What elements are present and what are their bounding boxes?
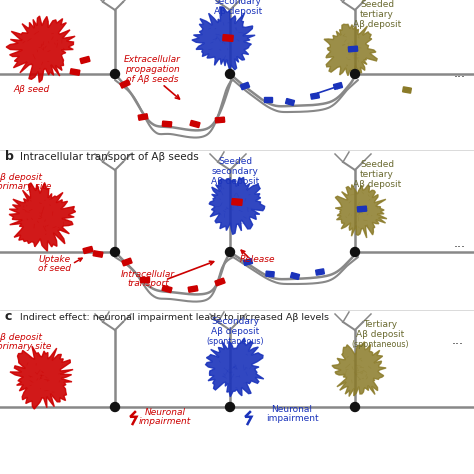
Polygon shape	[10, 346, 73, 409]
Text: Intracellular: Intracellular	[121, 270, 175, 279]
Polygon shape	[335, 184, 387, 238]
Text: Extracellular: Extracellular	[124, 55, 181, 64]
Polygon shape	[9, 182, 75, 251]
Circle shape	[110, 70, 119, 79]
Bar	[285, 99, 294, 105]
Circle shape	[110, 402, 119, 411]
Bar	[232, 199, 242, 205]
Bar	[244, 258, 253, 265]
Text: Aβ deposit: Aβ deposit	[0, 173, 42, 182]
Text: Secondary: Secondary	[211, 317, 259, 326]
Text: ...: ...	[454, 237, 466, 250]
Circle shape	[350, 247, 359, 256]
Bar	[215, 117, 225, 123]
Bar	[402, 87, 411, 93]
Bar	[83, 246, 93, 254]
Bar	[188, 286, 198, 292]
Polygon shape	[209, 177, 264, 234]
Bar	[190, 120, 200, 128]
Text: Uptake: Uptake	[39, 255, 71, 264]
Text: b: b	[5, 150, 14, 163]
Text: Aβ deposit: Aβ deposit	[353, 180, 401, 189]
Bar	[223, 35, 233, 41]
Polygon shape	[206, 338, 264, 397]
Text: Tertiary: Tertiary	[363, 320, 397, 329]
Text: impairment: impairment	[139, 417, 191, 426]
Circle shape	[226, 402, 235, 411]
Text: propagation: propagation	[125, 65, 179, 74]
Bar	[80, 56, 90, 64]
Text: Aβ deposit: Aβ deposit	[0, 333, 42, 342]
Text: ...: ...	[454, 67, 466, 80]
Text: tertiary: tertiary	[360, 10, 394, 19]
Text: Neuronal: Neuronal	[272, 405, 312, 414]
Circle shape	[226, 247, 235, 256]
Text: transport: transport	[127, 279, 169, 288]
Circle shape	[350, 70, 359, 79]
Bar	[122, 258, 132, 266]
Text: ...: ...	[452, 334, 464, 347]
Bar	[334, 82, 343, 90]
Text: c: c	[5, 310, 12, 323]
Text: Indirect effect: neuronal impairment leads to increased Aβ levels: Indirect effect: neuronal impairment lea…	[20, 313, 329, 322]
Circle shape	[110, 247, 119, 256]
Bar	[138, 114, 148, 120]
Bar	[162, 121, 172, 127]
Text: of Aβ seeds: of Aβ seeds	[126, 75, 178, 84]
Text: Intracellular transport of Aβ seeds: Intracellular transport of Aβ seeds	[20, 152, 199, 162]
Text: of seed: of seed	[38, 264, 72, 273]
Bar	[348, 46, 358, 52]
Text: secondary: secondary	[215, 0, 262, 6]
Bar	[93, 251, 103, 257]
Text: (spontaneous): (spontaneous)	[351, 340, 409, 349]
Text: tertiary: tertiary	[360, 170, 394, 179]
Bar	[357, 206, 367, 212]
Text: at primary site: at primary site	[0, 182, 51, 191]
Polygon shape	[332, 342, 386, 396]
Polygon shape	[192, 7, 255, 71]
Bar	[316, 269, 324, 275]
Text: Release: Release	[240, 255, 276, 264]
Text: Aβ deposit: Aβ deposit	[356, 330, 404, 339]
Bar	[291, 273, 300, 280]
Bar	[140, 276, 149, 282]
Bar	[70, 69, 80, 75]
Text: Seeded: Seeded	[218, 157, 252, 166]
Text: Aβ deposit: Aβ deposit	[214, 7, 262, 16]
Bar	[266, 271, 274, 277]
Bar	[264, 97, 272, 101]
Bar	[162, 285, 172, 292]
Text: Seeded: Seeded	[360, 160, 394, 169]
Circle shape	[226, 70, 235, 79]
Text: impairment: impairment	[266, 414, 319, 423]
Bar	[240, 82, 250, 90]
Polygon shape	[6, 16, 75, 82]
Text: Aβ seed: Aβ seed	[14, 85, 50, 94]
Polygon shape	[324, 24, 377, 76]
Text: (spontaneous): (spontaneous)	[206, 337, 264, 346]
Bar	[215, 278, 225, 286]
Bar	[310, 93, 319, 99]
Text: secondary: secondary	[211, 167, 258, 176]
Text: at primary site: at primary site	[0, 342, 51, 351]
Text: Aβ deposit: Aβ deposit	[353, 20, 401, 29]
Text: Aβ deposit: Aβ deposit	[211, 177, 259, 186]
Bar	[120, 80, 130, 88]
Text: Neuronal: Neuronal	[145, 408, 185, 417]
Circle shape	[350, 402, 359, 411]
Text: Seeded: Seeded	[360, 0, 394, 9]
Text: Aβ deposit: Aβ deposit	[211, 327, 259, 336]
